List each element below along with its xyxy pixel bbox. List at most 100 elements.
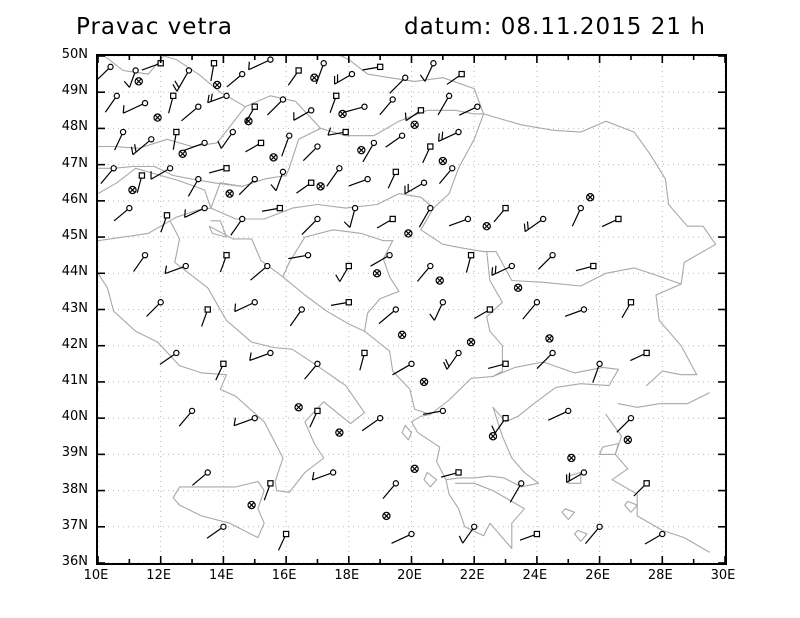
wind-barb bbox=[382, 480, 400, 500]
wind-barb bbox=[98, 63, 114, 80]
wind-barb bbox=[104, 92, 121, 113]
wind-barb bbox=[201, 306, 211, 327]
wind-barb bbox=[136, 172, 146, 194]
wind-barb bbox=[160, 212, 171, 233]
wind-barb bbox=[389, 74, 409, 94]
wind-barb bbox=[391, 530, 415, 544]
wind-barb bbox=[288, 251, 312, 260]
wind-barb bbox=[122, 99, 149, 114]
wind-barb bbox=[133, 251, 149, 272]
wind-barb bbox=[293, 107, 315, 121]
wind-barb bbox=[187, 175, 202, 197]
wind-barb bbox=[575, 262, 597, 272]
wind-barb bbox=[419, 60, 437, 82]
calm-station-icon bbox=[294, 403, 303, 412]
wind-barb bbox=[422, 143, 434, 164]
y-tick-label: 36N bbox=[61, 554, 88, 569]
wind-barbs-group bbox=[98, 56, 666, 551]
calm-station-icon bbox=[482, 222, 491, 231]
wind-barb bbox=[523, 215, 547, 233]
wind-barb bbox=[509, 480, 525, 503]
wind-barb bbox=[376, 215, 396, 229]
wind-barb bbox=[348, 175, 371, 187]
wind-barb bbox=[150, 165, 174, 180]
wind-barb bbox=[219, 251, 230, 273]
wind-barb bbox=[327, 127, 349, 136]
wind-barb bbox=[178, 407, 196, 427]
y-tick-label: 49N bbox=[61, 83, 88, 99]
y-tick-label: 46N bbox=[61, 191, 88, 207]
calm-station-icon bbox=[397, 330, 407, 340]
map-outlines-group bbox=[98, 56, 717, 553]
wind-barb bbox=[233, 414, 258, 427]
wind-barb bbox=[473, 306, 494, 320]
calm-stations-group bbox=[128, 73, 633, 521]
wind-barb bbox=[362, 139, 378, 163]
wind-barb bbox=[172, 67, 193, 92]
figure-title-right: datum: 08.11.2015 21 h bbox=[404, 14, 706, 40]
wind-barb bbox=[548, 407, 572, 421]
y-tick-label: 37N bbox=[61, 517, 88, 533]
wind-barb bbox=[287, 67, 302, 86]
wind-barb bbox=[601, 215, 622, 228]
wind-barb bbox=[277, 530, 290, 551]
wind-barb bbox=[335, 262, 352, 282]
wind-barb bbox=[113, 204, 133, 222]
wind-barb bbox=[633, 480, 650, 497]
wind-barb bbox=[378, 306, 400, 325]
wind-barb bbox=[183, 139, 208, 152]
wind-barb bbox=[359, 349, 368, 371]
wind-barb bbox=[326, 165, 343, 187]
figure-title-left: Pravac vetra bbox=[76, 14, 234, 40]
wind-barb bbox=[418, 204, 434, 228]
wind-barb bbox=[184, 204, 208, 218]
y-tick-label: 44N bbox=[61, 264, 88, 280]
wind-barb bbox=[245, 139, 265, 153]
y-tick-label: 38N bbox=[61, 481, 88, 497]
calm-station-icon bbox=[225, 189, 234, 198]
wind-barb bbox=[181, 103, 202, 122]
wind-barb bbox=[392, 360, 415, 376]
wind-barb bbox=[440, 469, 462, 478]
wind-barb bbox=[302, 143, 321, 162]
wind-barb bbox=[404, 107, 425, 122]
calm-station-icon bbox=[335, 428, 344, 437]
wind-barb bbox=[370, 251, 393, 267]
wind-barb bbox=[565, 469, 588, 483]
map-canvas bbox=[98, 56, 725, 563]
wind-barb bbox=[238, 175, 258, 196]
y-tick-label: 42N bbox=[61, 336, 88, 352]
wind-barb bbox=[379, 96, 396, 116]
wind-barb bbox=[491, 414, 509, 434]
wind-barb bbox=[301, 215, 321, 235]
wind-barb bbox=[362, 63, 384, 71]
calm-station-icon bbox=[488, 432, 498, 441]
calm-station-icon bbox=[357, 145, 366, 155]
wind-barb bbox=[438, 165, 456, 184]
wind-barb bbox=[172, 128, 180, 150]
y-tick-label: 50N bbox=[61, 47, 88, 62]
wind-barb bbox=[333, 70, 356, 85]
wind-barb bbox=[311, 469, 337, 481]
wind-barb bbox=[564, 306, 588, 317]
calm-station-icon bbox=[513, 283, 523, 292]
calm-station-icon bbox=[178, 149, 187, 158]
wind-barb bbox=[146, 299, 164, 317]
wind-barb bbox=[296, 179, 315, 194]
wind-barb bbox=[387, 168, 400, 189]
calm-station-icon bbox=[404, 229, 413, 238]
wind-barb bbox=[538, 251, 556, 270]
x-tick-label: 24E bbox=[522, 568, 548, 583]
wind-barb bbox=[226, 70, 246, 88]
x-tick-label: 18E bbox=[334, 568, 360, 583]
wind-barb bbox=[519, 530, 541, 541]
wind-barb bbox=[644, 530, 666, 545]
wind-barb bbox=[465, 251, 475, 273]
wind-barb bbox=[281, 132, 293, 157]
wind-barb bbox=[207, 92, 230, 104]
calm-station-icon bbox=[435, 276, 444, 285]
wind-barb bbox=[385, 132, 406, 148]
wind-barb bbox=[630, 349, 650, 362]
wind-barb bbox=[249, 349, 274, 362]
